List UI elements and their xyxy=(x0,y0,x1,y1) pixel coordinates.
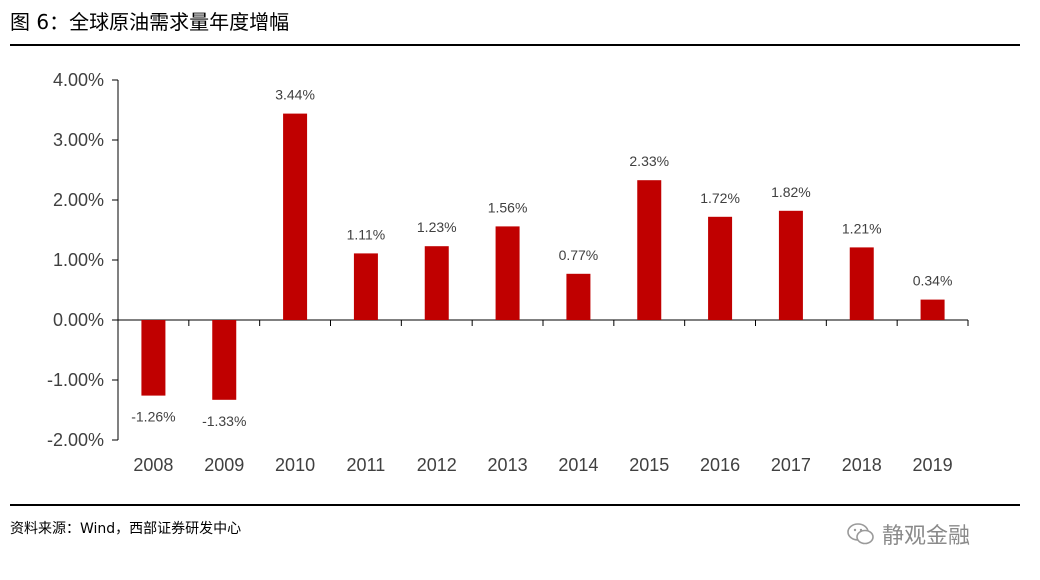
bar xyxy=(778,210,803,320)
y-tick-label: 2.00% xyxy=(53,190,104,210)
bar-chart: 4.00% 3.00% 2.00% 1.00% 0.00% -1.00% -2.00% -1.… xyxy=(47,70,969,475)
bar xyxy=(566,273,591,320)
bar xyxy=(849,247,874,320)
data-label: 1.21% xyxy=(842,220,882,236)
x-tick-label: 2019 xyxy=(913,455,953,475)
bar xyxy=(141,320,166,396)
data-label: 1.23% xyxy=(417,219,457,235)
data-label: -1.33% xyxy=(202,413,246,429)
source-note: 资料来源：Wind，西部证券研发中心 xyxy=(10,521,242,537)
bar xyxy=(495,226,520,320)
bar xyxy=(637,180,662,320)
y-tick-label: 1.00% xyxy=(53,250,104,270)
y-tick-label: 4.00% xyxy=(53,70,104,90)
bar xyxy=(353,253,378,320)
page-title: 图 6：全球原油需求量年度增幅 xyxy=(10,10,290,34)
data-label: 3.44% xyxy=(275,87,315,103)
y-tick-label: -2.00% xyxy=(47,430,104,450)
watermark-text: 静观金融 xyxy=(882,524,971,549)
x-tick-label: 2017 xyxy=(771,455,811,475)
x-tick-label: 2012 xyxy=(417,455,457,475)
data-label: 2.33% xyxy=(629,153,669,169)
data-label: 1.72% xyxy=(700,190,740,206)
y-tick-label: 3.00% xyxy=(53,130,104,150)
x-tick-label: 2014 xyxy=(558,455,598,475)
bar xyxy=(708,216,733,320)
data-label: 0.34% xyxy=(913,273,953,289)
y-tick-label: 0.00% xyxy=(53,310,104,330)
data-label: -1.26% xyxy=(131,409,175,425)
data-label: 1.56% xyxy=(488,199,528,215)
watermark: 静观金融 xyxy=(846,518,970,550)
x-tick-label: 2010 xyxy=(275,455,315,475)
x-tick-label: 2013 xyxy=(488,455,528,475)
bar xyxy=(212,320,237,400)
bottom-rule xyxy=(10,504,1020,506)
bar xyxy=(424,246,449,320)
data-label: 0.77% xyxy=(559,247,599,263)
data-label: 1.11% xyxy=(347,226,386,242)
x-tick-label: 2009 xyxy=(204,455,244,475)
top-rule xyxy=(10,44,1020,46)
bar xyxy=(920,299,945,320)
x-tick-label: 2015 xyxy=(629,455,669,475)
y-tick-label: -1.00% xyxy=(47,370,104,390)
wechat-icon xyxy=(847,523,874,545)
x-tick-label: 2018 xyxy=(842,455,882,475)
bar xyxy=(283,113,308,320)
x-tick-label: 2016 xyxy=(700,455,740,475)
x-tick-label: 2008 xyxy=(133,455,173,475)
x-tick-label: 2011 xyxy=(347,455,386,475)
data-label: 1.82% xyxy=(771,184,811,200)
